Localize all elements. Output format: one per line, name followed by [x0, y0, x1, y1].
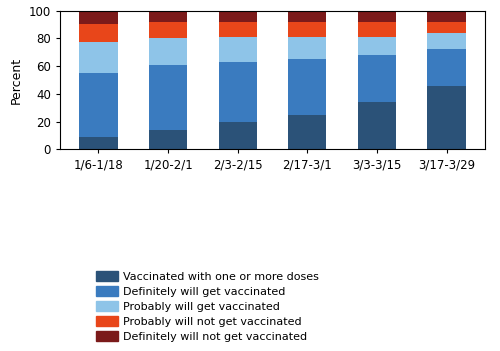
Legend: Vaccinated with one or more doses, Definitely will get vaccinated, Probably will: Vaccinated with one or more doses, Defin…	[96, 271, 319, 342]
Bar	[218, 22, 257, 37]
Bar	[358, 55, 396, 102]
Y-axis label: Percent: Percent	[10, 57, 23, 104]
Bar	[149, 22, 187, 38]
Bar	[80, 25, 118, 42]
Bar	[149, 65, 187, 130]
Bar	[218, 37, 257, 62]
Bar	[428, 22, 466, 33]
Bar	[80, 42, 118, 73]
Bar	[428, 86, 466, 150]
Bar	[288, 22, 327, 37]
Bar	[358, 11, 396, 22]
Bar	[80, 11, 118, 25]
Bar	[288, 37, 327, 59]
Bar	[288, 11, 327, 22]
Bar	[358, 102, 396, 150]
Bar	[428, 33, 466, 49]
Bar	[288, 59, 327, 115]
Bar	[149, 11, 187, 22]
Bar	[149, 130, 187, 150]
Bar	[80, 73, 118, 137]
Bar	[358, 37, 396, 55]
Bar	[428, 49, 466, 86]
Bar	[288, 115, 327, 150]
Bar	[428, 11, 466, 22]
Bar	[218, 11, 257, 22]
Bar	[218, 122, 257, 150]
Bar	[149, 38, 187, 65]
Bar	[80, 137, 118, 150]
Bar	[218, 62, 257, 122]
Bar	[358, 22, 396, 37]
